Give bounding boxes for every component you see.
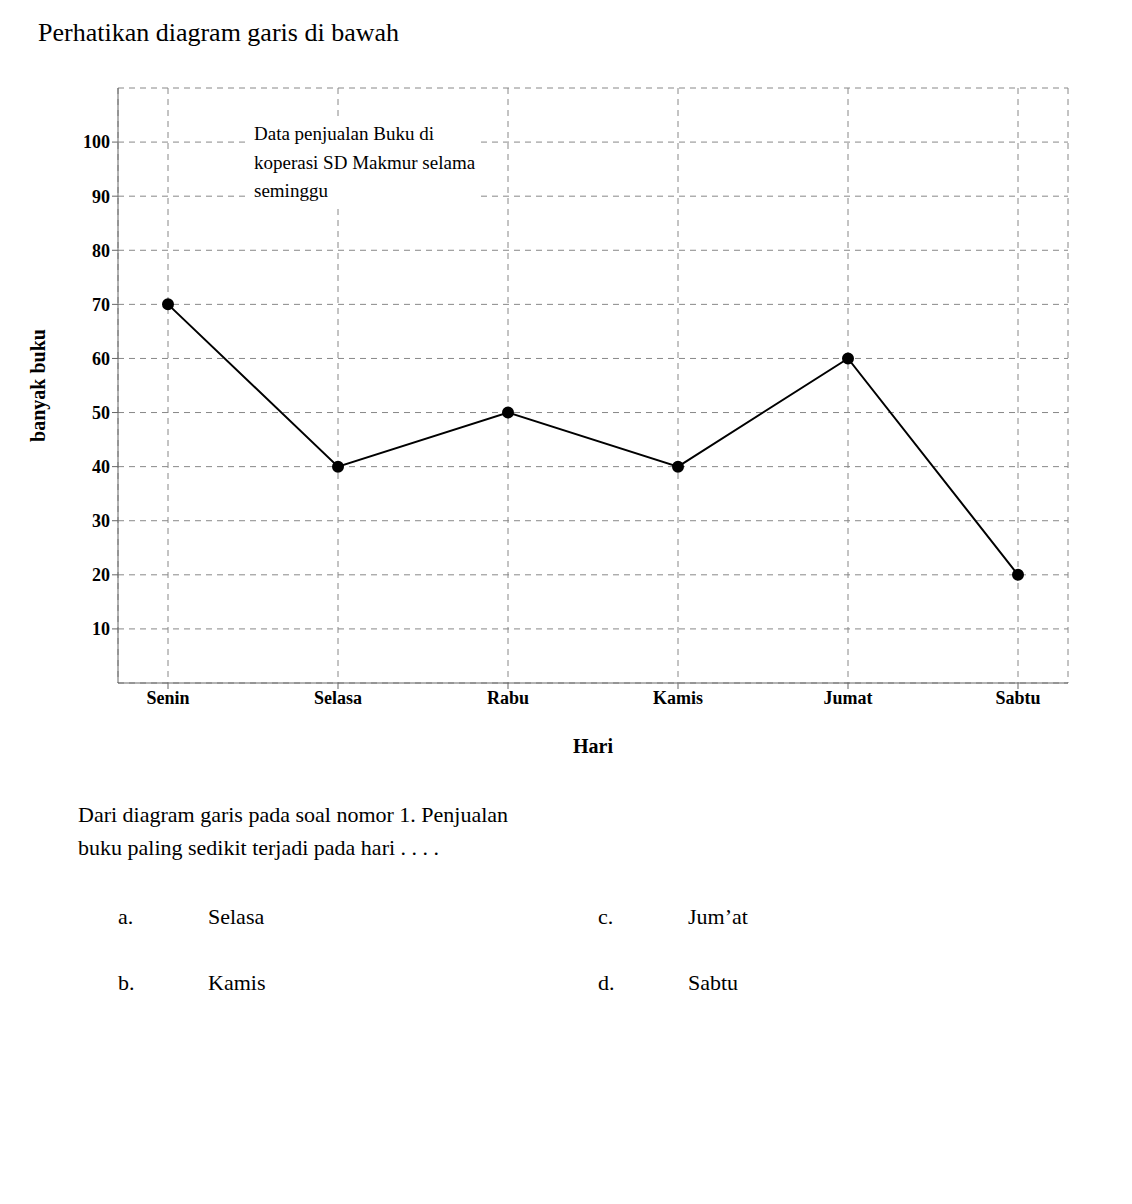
- html-text:Sabtu: Sabtu: [688, 970, 739, 995]
- html-text:Data penjualan Buku di koperas: Data penjualan Buku di koperasi SD Makmu…: [254, 123, 476, 201]
- svg-text:banyak buku: banyak buku: [27, 329, 50, 442]
- svg-text:90: 90: [92, 187, 110, 207]
- svg-text:60: 60: [92, 349, 110, 369]
- html-text:b.: b.: [118, 970, 135, 995]
- html-text:Jum’at: Jum’at: [688, 904, 748, 929]
- html-text:c.: c.: [598, 904, 614, 929]
- html-text:d.: d.: [598, 970, 615, 995]
- svg-text:70: 70: [92, 295, 110, 315]
- svg-text:Jumat: Jumat: [824, 688, 873, 708]
- svg-text:80: 80: [92, 241, 110, 261]
- svg-text:Senin: Senin: [146, 688, 189, 708]
- html-text:Kamis: Kamis: [208, 970, 266, 995]
- svg-text:Rabu: Rabu: [487, 688, 529, 708]
- svg-text:30: 30: [92, 511, 110, 531]
- html-text:Perhatikan diagram garis di ba: Perhatikan diagram garis di bawah: [38, 18, 399, 47]
- svg-text:Selasa: Selasa: [314, 688, 362, 708]
- svg-text:50: 50: [92, 403, 110, 423]
- svg-text:Kamis: Kamis: [653, 688, 703, 708]
- svg-text:Hari: Hari: [573, 735, 613, 757]
- svg-text:10: 10: [92, 619, 110, 639]
- html-text:a.: a.: [118, 904, 134, 929]
- svg-text:40: 40: [92, 457, 110, 477]
- svg-text:100: 100: [83, 132, 110, 152]
- svg-text:Sabtu: Sabtu: [995, 688, 1040, 708]
- html-text:Selasa: Selasa: [208, 904, 265, 929]
- html-text:Dari diagram garis pada soal n: Dari diagram garis pada soal nomor 1. Pe…: [78, 802, 509, 860]
- svg-text:20: 20: [92, 565, 110, 585]
